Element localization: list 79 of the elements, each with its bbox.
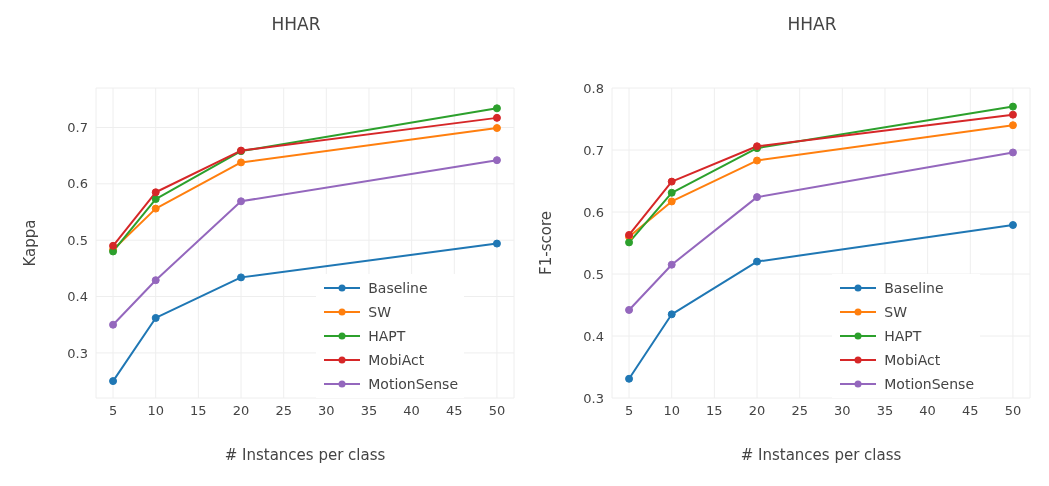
point bbox=[667, 177, 676, 186]
legend-label: MobiAct bbox=[368, 351, 425, 370]
legend-label: SW bbox=[368, 303, 391, 322]
point bbox=[237, 273, 246, 282]
legend-label: MotionSense bbox=[884, 375, 974, 394]
x-tick-label: 35 bbox=[876, 403, 894, 419]
point bbox=[109, 241, 118, 250]
legend-label: Baseline bbox=[368, 279, 428, 298]
point bbox=[753, 156, 762, 165]
x-tick-label: 15 bbox=[190, 403, 207, 419]
point bbox=[625, 238, 634, 247]
point bbox=[237, 197, 246, 206]
x-axis-title: # Instances per class bbox=[740, 446, 902, 464]
point bbox=[667, 260, 676, 269]
x-tick-label: 20 bbox=[232, 403, 250, 419]
x-tick-label: 30 bbox=[318, 403, 335, 419]
x-axis-title: # Instances per class bbox=[224, 446, 386, 464]
y-tick-label: 0.5 bbox=[67, 232, 88, 248]
x-tick-label: 40 bbox=[403, 403, 420, 419]
point bbox=[625, 374, 634, 383]
y-tick-label: 0.3 bbox=[67, 345, 88, 361]
point bbox=[109, 320, 118, 329]
point bbox=[667, 310, 676, 319]
point bbox=[151, 204, 160, 213]
point bbox=[151, 195, 160, 204]
y-tick-label: 0.3 bbox=[583, 390, 604, 406]
point bbox=[1008, 110, 1017, 119]
point bbox=[492, 239, 501, 248]
legend-label: HAPT bbox=[368, 327, 406, 346]
x-tick-label: 5 bbox=[108, 403, 118, 419]
x-tick-label: 25 bbox=[275, 403, 292, 419]
y-tick-label: 0.6 bbox=[67, 176, 88, 192]
point bbox=[492, 156, 501, 165]
y-tick-label: 0.4 bbox=[67, 289, 88, 305]
legend-label: SW bbox=[884, 303, 907, 322]
point bbox=[1008, 121, 1017, 130]
y-tick-label: 0.7 bbox=[583, 142, 604, 158]
x-tick-label: 15 bbox=[706, 403, 723, 419]
x-tick-label: 10 bbox=[663, 403, 680, 419]
point bbox=[1008, 148, 1017, 157]
x-tick-label: 25 bbox=[791, 403, 808, 419]
x-tick-label: 10 bbox=[147, 403, 164, 419]
y-tick-label: 0.7 bbox=[67, 120, 88, 136]
x-tick-label: 50 bbox=[1004, 403, 1022, 419]
chart-title: HHAR bbox=[786, 14, 838, 34]
point bbox=[753, 257, 762, 266]
point bbox=[151, 276, 160, 285]
chart-title: HHAR bbox=[270, 14, 322, 34]
point bbox=[1008, 221, 1017, 230]
point bbox=[492, 124, 501, 133]
x-tick-label: 45 bbox=[962, 403, 979, 419]
y-tick-label: 0.6 bbox=[583, 204, 604, 220]
point bbox=[625, 305, 634, 314]
point bbox=[667, 197, 676, 206]
point bbox=[492, 113, 501, 122]
y-tick-label: 0.8 bbox=[583, 80, 604, 96]
x-tick-label: 5 bbox=[624, 403, 634, 419]
legend-label: MobiAct bbox=[884, 351, 941, 370]
point bbox=[667, 188, 676, 197]
x-tick-label: 45 bbox=[446, 403, 463, 419]
x-tick-label: 30 bbox=[834, 403, 851, 419]
x-tick-label: 40 bbox=[919, 403, 936, 419]
y-tick-label: 0.4 bbox=[583, 328, 604, 344]
x-tick-label: 50 bbox=[488, 403, 506, 419]
point bbox=[109, 377, 118, 386]
point bbox=[753, 193, 762, 202]
legend-label: MotionSense bbox=[368, 375, 458, 394]
point bbox=[1008, 102, 1017, 111]
x-tick-label: 20 bbox=[748, 403, 766, 419]
x-tick-label: 35 bbox=[360, 403, 378, 419]
point bbox=[151, 313, 160, 322]
point bbox=[492, 104, 501, 113]
point bbox=[237, 158, 246, 167]
legend-label: Baseline bbox=[884, 279, 944, 298]
legend-label: HAPT bbox=[884, 327, 922, 346]
y-axis-title: Kappa bbox=[21, 219, 40, 267]
y-tick-label: 0.5 bbox=[583, 266, 604, 282]
y-axis-title: F1-score bbox=[537, 211, 556, 275]
point bbox=[151, 188, 160, 197]
